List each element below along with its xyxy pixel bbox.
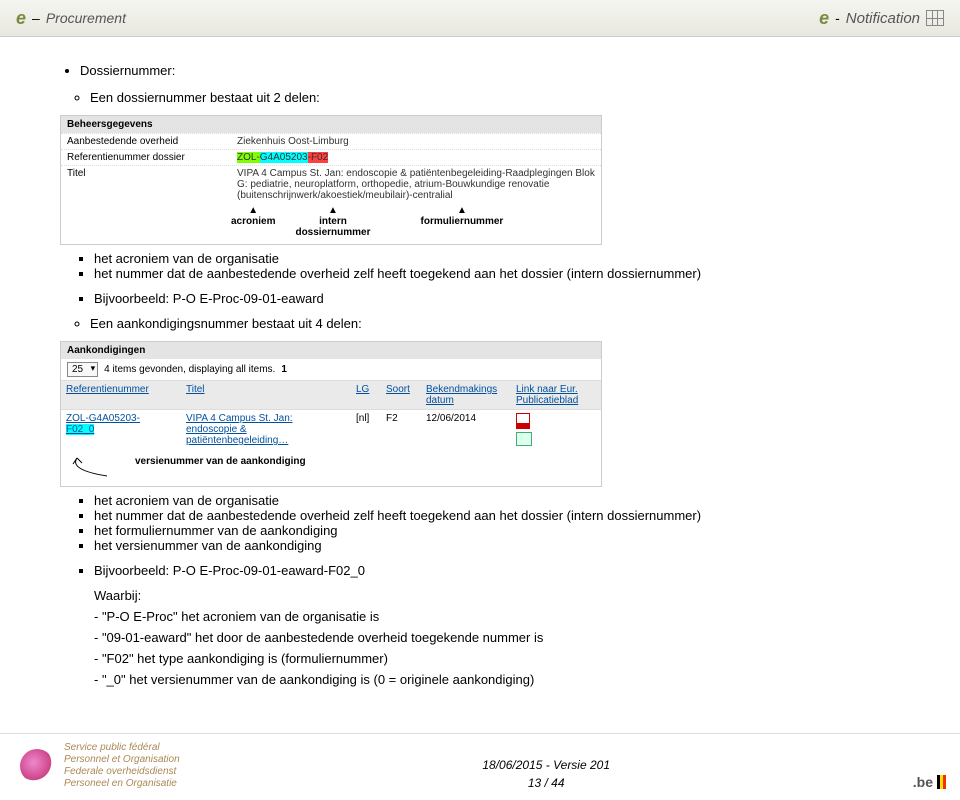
b2-1: het nummer dat de aanbestedende overheid…	[94, 508, 920, 523]
xml-icon[interactable]	[516, 432, 532, 446]
be-text: .be	[913, 774, 933, 790]
sub1: Een dossiernummer bestaat uit 2 delen:	[90, 90, 920, 105]
screenshot-aankondigingen: Aankondigingen 25 4 items gevonden, disp…	[60, 341, 602, 487]
notif-e-icon: e	[819, 8, 829, 29]
waarbij-label: Waarbij:	[94, 588, 920, 603]
arrow-icon: ▲	[328, 205, 338, 216]
col-soort[interactable]: Soort	[381, 380, 421, 409]
ss1-r1-value: Ziekenhuis Oost-Limburg	[237, 136, 595, 147]
cell-links	[511, 409, 601, 452]
ss2-annotation: versienummer van de aankondiging	[61, 452, 601, 486]
col-titel[interactable]: Titel	[181, 380, 351, 409]
b1-1: het nummer dat de aanbestedende overheid…	[94, 266, 920, 281]
hl-intern: G4A05203	[260, 152, 308, 163]
hl-form: -F02	[308, 152, 329, 163]
ss1-r3-label: Titel	[67, 168, 237, 179]
b2-0: het acroniem van de organisatie	[94, 493, 920, 508]
cell-ref[interactable]: ZOL-G4A05203- F02_0	[61, 409, 181, 452]
cell-soort: F2	[381, 409, 421, 452]
ss1-r2-value: ZOL-G4A05203-F02	[237, 152, 595, 163]
federal-logo-icon	[20, 749, 54, 783]
col-date[interactable]: Bekendmakings datum	[421, 380, 511, 409]
b2-2: het formuliernummer van de aankondiging	[94, 523, 920, 538]
ss1-r2-label: Referentienummer dossier	[67, 152, 237, 163]
anno-intern-2: dossiernummer	[295, 227, 370, 238]
footer-center: 18/06/2015 - Versie 201 13 / 44	[482, 758, 610, 790]
cell-title[interactable]: VIPA 4 Campus St. Jan: endoscopie & pati…	[181, 409, 351, 452]
logo-hyphen: –	[32, 10, 40, 26]
b1-0: het acroniem van de organisatie	[94, 251, 920, 266]
curved-arrow-icon	[67, 456, 127, 480]
example1: Bijvoorbeeld: P-O E-Proc-09-01-eaward	[94, 291, 920, 306]
org3: Federale overheidsdienst	[64, 766, 180, 778]
page-size-select[interactable]: 25	[67, 362, 98, 377]
arrow-icon: ▲	[248, 205, 258, 216]
anno-acroniem: acroniem	[231, 216, 275, 227]
anno-intern-1: intern	[319, 216, 347, 227]
col-eur[interactable]: Link naar Eur. Publicatieblad	[511, 380, 601, 409]
logo-e-icon: e	[16, 8, 26, 29]
waarbij-0: - "P-O E-Proc" het acroniem van de organ…	[94, 609, 920, 624]
notif-text: Notification	[846, 10, 920, 27]
page-footer: Service public fédéral Personnel et Orga…	[0, 733, 960, 800]
sub2: Een aankondigingsnummer bestaat uit 4 de…	[90, 316, 920, 331]
ss1-annotations: ▲ acroniem ▲ intern dossiernummer ▲ form…	[61, 203, 601, 244]
pdf-icon[interactable]	[516, 413, 530, 429]
logo-right: e - Notification	[819, 8, 944, 29]
ss2-title: Aankondigingen	[61, 342, 601, 359]
footer-org: Service public fédéral Personnel et Orga…	[64, 742, 180, 790]
be-logo: .be	[913, 774, 940, 790]
org2: Personnel et Organisation	[64, 754, 180, 766]
ss1-r1-label: Aanbestedende overheid	[67, 136, 237, 147]
cell-date: 12/06/2014	[421, 409, 511, 452]
ss2-table: Referentienummer Titel LG Soort Bekendma…	[61, 380, 601, 452]
waarbij-1: - "09-01-eaward" het door de aanbesteden…	[94, 630, 920, 645]
page-content: Dossiernummer: Een dossiernummer bestaat…	[0, 37, 960, 703]
ss1-title: Beheersgegevens	[61, 116, 601, 133]
items-found-text: 4 items gevonden, displaying all items.	[104, 364, 275, 375]
ss1-r3-value: VIPA 4 Campus St. Jan: endoscopie & pati…	[237, 168, 595, 201]
logo-text: Procurement	[46, 10, 126, 26]
logo-left: e – Procurement	[16, 8, 126, 29]
col-ref[interactable]: Referentienummer	[61, 380, 181, 409]
example2: Bijvoorbeeld: P-O E-Proc-09-01-eaward-F0…	[94, 563, 920, 578]
anno-versienummer: versienummer van de aankondiging	[135, 456, 306, 467]
grid-icon	[926, 10, 944, 26]
page-number: 1	[281, 364, 287, 375]
heading-dossiernummer: Dossiernummer:	[80, 63, 920, 78]
date-version: 18/06/2015 - Versie 201	[482, 758, 610, 772]
cell-ref-top: ZOL-G4A05203-	[66, 413, 176, 424]
waarbij-3: - "_0" het versienummer van de aankondig…	[94, 672, 920, 687]
app-header: e – Procurement e - Notification	[0, 0, 960, 37]
page-number-footer: 13 / 44	[482, 776, 610, 790]
col-lg[interactable]: LG	[351, 380, 381, 409]
cell-ref-bottom: F02_0	[66, 424, 94, 435]
screenshot-beheersgegevens: Beheersgegevens Aanbestedende overheid Z…	[60, 115, 602, 245]
org1: Service public fédéral	[64, 742, 180, 754]
b2-3: het versienummer van de aankondiging	[94, 538, 920, 553]
be-flag-icon	[937, 775, 940, 789]
hl-acronym: ZOL-	[237, 152, 260, 163]
waarbij-2: - "F02" het type aankondiging is (formul…	[94, 651, 920, 666]
notif-hyphen: -	[835, 10, 840, 26]
arrow-icon: ▲	[457, 205, 467, 216]
cell-lg: [nl]	[351, 409, 381, 452]
anno-formnr: formuliernummer	[421, 216, 504, 227]
org4: Personeel en Organisatie	[64, 778, 180, 790]
